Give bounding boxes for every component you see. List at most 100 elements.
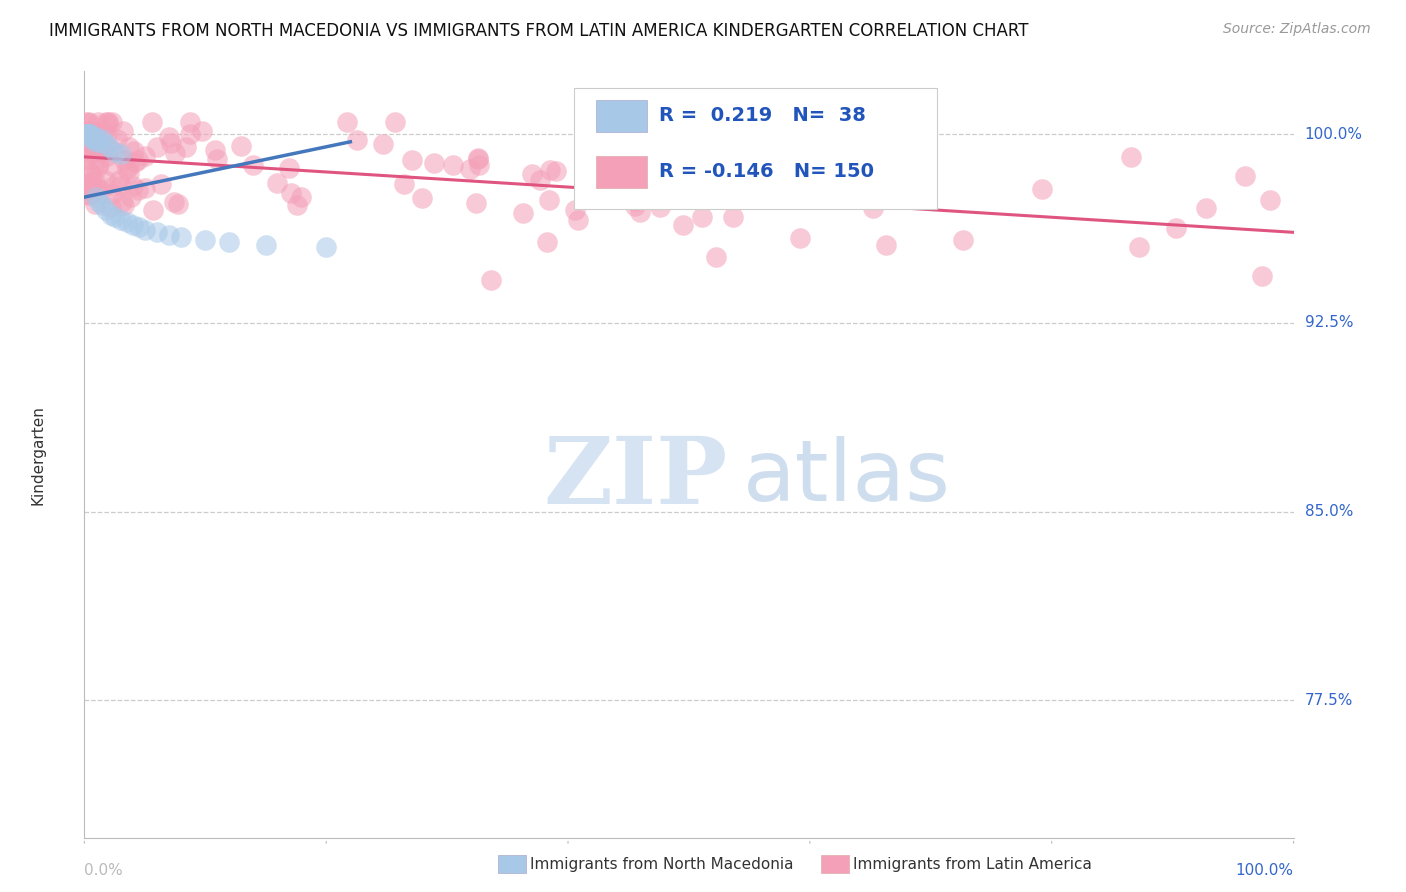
Point: [110, 194, 132, 209]
Point: [75, 187, 97, 202]
Point: [371, 136, 394, 151]
Point: [520, 167, 543, 181]
FancyBboxPatch shape: [574, 88, 936, 210]
Point: [1194, 201, 1216, 215]
Point: [96, 128, 118, 142]
Point: [84, 180, 107, 194]
Point: [384, 114, 406, 128]
Point: [254, 238, 277, 252]
Point: [91, 197, 114, 211]
Point: [77, 127, 100, 141]
Text: 85.0%: 85.0%: [1305, 504, 1353, 519]
Point: [84, 197, 107, 211]
Point: [87, 145, 110, 159]
Point: [797, 169, 820, 184]
Point: [146, 140, 169, 154]
Point: [83, 159, 105, 173]
Point: [75, 114, 97, 128]
Point: [75, 132, 97, 146]
Point: [86, 135, 108, 149]
Point: [79, 147, 101, 161]
Point: [875, 238, 897, 252]
Text: 92.5%: 92.5%: [1305, 316, 1353, 330]
Point: [150, 178, 173, 192]
Point: [285, 197, 308, 211]
Text: Source: ZipAtlas.com: Source: ZipAtlas.com: [1223, 22, 1371, 37]
Point: [392, 177, 415, 191]
Point: [721, 210, 744, 224]
Point: [77, 141, 100, 155]
Point: [101, 114, 124, 128]
Point: [83, 129, 105, 144]
Point: [704, 251, 727, 265]
Point: [94, 202, 117, 217]
Point: [104, 145, 127, 159]
Point: [83, 136, 105, 151]
Point: [458, 162, 481, 177]
Point: [75, 126, 97, 140]
Point: [76, 124, 98, 138]
Point: [76, 139, 98, 153]
FancyBboxPatch shape: [596, 156, 647, 188]
Point: [564, 202, 586, 217]
Point: [80, 168, 103, 182]
Point: [467, 152, 489, 166]
Point: [108, 172, 131, 186]
Point: [868, 173, 890, 187]
Point: [336, 114, 359, 128]
Point: [628, 204, 651, 219]
Text: ZIP: ZIP: [544, 433, 728, 523]
Point: [87, 135, 110, 149]
Text: Immigrants from Latin America: Immigrants from Latin America: [853, 857, 1092, 871]
Point: [87, 195, 110, 210]
Point: [118, 166, 141, 180]
Point: [467, 157, 489, 171]
Point: [83, 174, 105, 188]
Point: [612, 151, 634, 165]
Point: [624, 194, 647, 209]
Point: [194, 233, 217, 247]
Point: [411, 191, 433, 205]
Point: [87, 156, 110, 170]
Point: [598, 178, 620, 192]
Point: [77, 187, 100, 202]
Point: [112, 153, 135, 168]
Point: [1031, 182, 1053, 196]
Point: [346, 132, 368, 146]
Point: [90, 183, 112, 197]
Point: [118, 140, 141, 154]
Text: 100.0%: 100.0%: [1305, 127, 1362, 142]
Point: [76, 177, 98, 191]
Point: [1119, 151, 1142, 165]
Point: [100, 200, 122, 214]
Point: [160, 136, 183, 150]
Point: [124, 155, 146, 169]
Point: [84, 129, 107, 144]
Point: [101, 159, 124, 173]
Point: [97, 114, 120, 128]
Point: [710, 178, 733, 192]
Point: [157, 227, 180, 242]
Point: [401, 153, 423, 167]
Point: [110, 212, 132, 227]
Point: [101, 144, 124, 158]
Point: [789, 231, 811, 245]
Point: [100, 208, 122, 222]
Point: [862, 201, 884, 215]
Point: [80, 144, 103, 158]
Point: [141, 114, 163, 128]
Point: [115, 162, 138, 177]
Text: 77.5%: 77.5%: [1305, 693, 1353, 707]
Point: [97, 116, 120, 130]
Point: [179, 114, 201, 128]
Point: [79, 127, 101, 141]
Text: atlas: atlas: [744, 436, 952, 519]
Text: 100.0%: 100.0%: [1236, 863, 1294, 879]
Point: [204, 144, 226, 158]
Point: [101, 179, 124, 194]
Point: [75, 136, 97, 150]
Point: [266, 176, 288, 190]
Point: [315, 240, 337, 254]
Point: [80, 132, 103, 146]
Point: [174, 140, 197, 154]
